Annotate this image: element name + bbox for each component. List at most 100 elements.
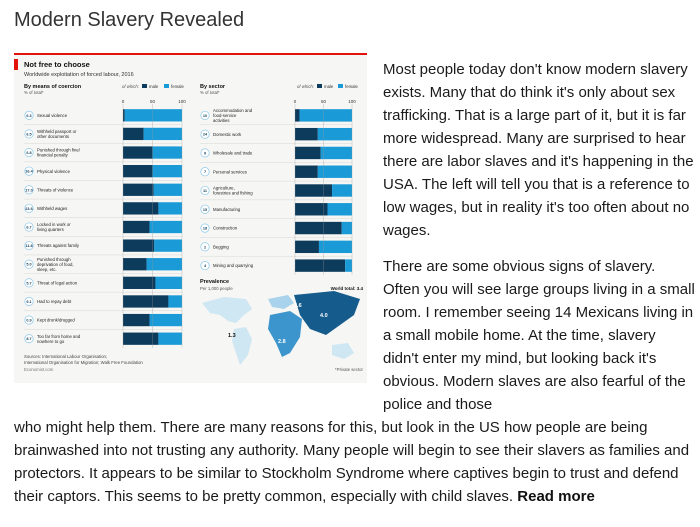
share-label: 5.7 [26, 281, 31, 285]
share-circle [200, 185, 210, 196]
economist-credit: Economist.com [24, 367, 54, 372]
category-label: Domestic work [213, 132, 242, 137]
map-europe [268, 295, 294, 309]
coercion-header: By means of coercion [24, 84, 82, 90]
category-label: Punished through fine/financial penalty [37, 148, 81, 158]
map-asia [294, 291, 360, 335]
sector-bar-chart: 10 Accommodation and food-service activitie… [200, 104, 353, 275]
sector-legend-male: male [324, 84, 334, 89]
sector-tick-0: 0 [294, 99, 297, 104]
category-label: Threat of legal action [37, 280, 78, 285]
category-label: Begging [213, 244, 229, 249]
share-label: 24 [203, 133, 208, 137]
category-label: Threats against family [37, 243, 80, 248]
female-bar [143, 127, 182, 141]
coercion-legend-male-swatch [142, 84, 147, 88]
category-label: Accommodation and food-service activities [213, 108, 253, 123]
share-circle [24, 110, 34, 120]
female-bar [332, 184, 352, 197]
sector-header: By sector [200, 84, 226, 90]
world-map [202, 291, 360, 365]
infographic-background [14, 53, 367, 383]
category-label: Manufacturing [213, 207, 241, 212]
prevalence-title: Prevalence [200, 279, 229, 285]
coercion-legend-female-swatch [164, 84, 169, 88]
category-label: Too far from home and nowhere to go [37, 334, 81, 344]
share-label: 23.6 [25, 207, 32, 211]
female-bar [341, 221, 352, 235]
map-south-america [232, 327, 252, 365]
private-sector-note: *Private sector [335, 367, 364, 372]
sources-line-1: Sources: International Labour Organisati… [24, 354, 107, 359]
infographic-title: Not free to choose [24, 60, 90, 69]
share-circle [200, 261, 210, 271]
sector-tick-100: 100 [348, 99, 356, 104]
share-circle [200, 129, 210, 139]
share-label: 6.7 [26, 226, 31, 230]
share-label: 6.5 [26, 132, 31, 136]
category-label: Agriculture, forestries and fishing [213, 186, 253, 196]
category-label: Sexual violence [37, 113, 68, 118]
share-circle [24, 278, 34, 288]
male-bar [123, 313, 150, 327]
title-accent-tag [14, 59, 18, 70]
female-bar [154, 239, 182, 252]
share-label: 7 [204, 170, 206, 174]
paragraph-1: Most people today don't know modern slav… [383, 61, 694, 239]
female-bar [318, 240, 352, 254]
male-bar [123, 332, 159, 345]
female-bar [320, 146, 352, 160]
sector-tick-50: 50 [321, 99, 327, 104]
category-label: Locked in work or living quarters [37, 222, 71, 232]
paragraph-2-lower-text: who might help them. There are many reas… [14, 419, 690, 505]
infographic-subtitle: Worldwide exploitation of forced labour,… [24, 72, 134, 78]
sector-legend-female-swatch [338, 84, 343, 88]
share-label: 16.4 [25, 170, 33, 174]
female-bar [152, 165, 182, 178]
share-label: 0.9 [26, 319, 31, 323]
share-circle [24, 315, 34, 325]
share-label: 10 [203, 114, 207, 118]
female-bar [149, 313, 182, 327]
sector-subheader: % of total* [200, 90, 220, 95]
share-circle [24, 241, 34, 251]
male-bar [123, 109, 125, 122]
share-circle [200, 223, 210, 233]
male-bar [295, 184, 333, 197]
read-more-link[interactable]: Read more [517, 488, 595, 505]
male-bar [123, 146, 153, 159]
female-bar [155, 276, 182, 289]
male-bar [295, 203, 328, 216]
coercion-tick-0: 0 [122, 99, 125, 104]
share-circle [200, 204, 210, 214]
category-label: Kept drunk/drugged [37, 318, 75, 323]
share-label: 2 [204, 245, 206, 249]
category-label: Physical violence [37, 169, 71, 174]
male-bar [123, 220, 150, 234]
male-bar [123, 239, 155, 252]
share-label: 17.0 [25, 188, 32, 192]
map-value-americas: 1.3 [228, 333, 236, 339]
post-title: Modern Slavery Revealed [14, 9, 245, 31]
female-bar [149, 220, 182, 234]
category-label: Wholesale and trade [213, 151, 253, 156]
female-bar [317, 127, 352, 141]
map-value-asia: 4.0 [320, 313, 328, 319]
category-label: Withheld passport or other documents [37, 129, 77, 139]
male-bar [123, 202, 159, 215]
map-north-america [202, 297, 252, 323]
male-bar [295, 146, 321, 160]
share-circle [24, 166, 34, 176]
share-circle [200, 148, 210, 158]
male-bar [123, 276, 156, 289]
male-bar [123, 258, 147, 271]
coercion-tick-100: 100 [178, 99, 186, 104]
paragraph-2-lower: who might help them. There are many reas… [14, 416, 694, 508]
share-label: 4 [204, 264, 207, 268]
top-accent-line [14, 53, 367, 55]
share-circle [200, 110, 210, 120]
share-label: 18 [203, 227, 207, 231]
infographic-canvas: Not free to choose Worldwide exploitatio… [14, 53, 367, 383]
share-label: 8.7 [26, 337, 31, 341]
male-bar [123, 295, 169, 308]
